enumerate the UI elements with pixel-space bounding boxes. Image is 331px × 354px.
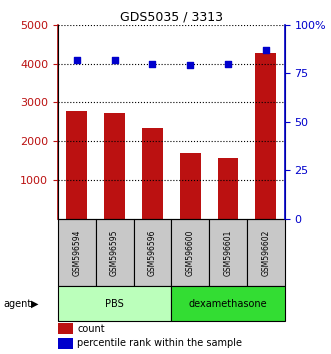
Bar: [58, 338, 73, 349]
Text: GSM596601: GSM596601: [223, 229, 232, 276]
Point: [263, 47, 268, 53]
Bar: [247, 219, 285, 286]
Text: GSM596600: GSM596600: [186, 229, 195, 276]
Bar: [180, 153, 201, 219]
Point: [112, 57, 117, 63]
Bar: [58, 219, 96, 286]
Point: [225, 61, 231, 67]
Bar: [96, 219, 133, 286]
Bar: [104, 113, 125, 219]
Bar: [209, 219, 247, 286]
Text: GSM596595: GSM596595: [110, 229, 119, 276]
Bar: [256, 53, 276, 219]
Text: PBS: PBS: [105, 299, 124, 309]
Bar: [67, 111, 87, 219]
Text: GSM596602: GSM596602: [261, 229, 270, 276]
Bar: [133, 219, 171, 286]
Title: GDS5035 / 3313: GDS5035 / 3313: [120, 11, 223, 24]
Text: percentile rank within the sample: percentile rank within the sample: [77, 338, 242, 348]
Text: ▶: ▶: [31, 299, 39, 309]
Bar: [58, 324, 73, 335]
Point: [188, 63, 193, 68]
Bar: [58, 286, 171, 321]
Text: count: count: [77, 324, 105, 334]
Text: GSM596594: GSM596594: [72, 229, 81, 276]
Text: GSM596596: GSM596596: [148, 229, 157, 276]
Bar: [171, 219, 209, 286]
Bar: [142, 128, 163, 219]
Point: [150, 61, 155, 67]
Text: agent: agent: [3, 299, 31, 309]
Text: dexamethasone: dexamethasone: [189, 299, 267, 309]
Point: [74, 57, 79, 63]
Bar: [171, 286, 285, 321]
Bar: [217, 158, 238, 219]
